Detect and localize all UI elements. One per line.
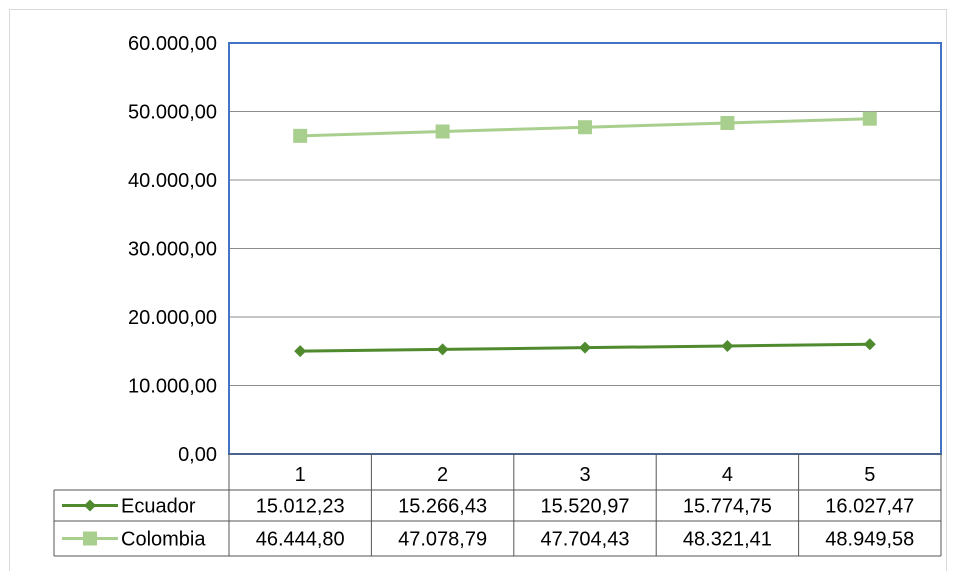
data-point [721, 339, 734, 352]
y-tick-label: 60.000,00 [128, 33, 217, 55]
data-point [578, 120, 592, 135]
data-point [436, 343, 449, 356]
chart-frame [9, 9, 947, 571]
y-tick-label: 10.000,00 [128, 376, 217, 398]
x-tick-label: 3 [579, 464, 590, 486]
y-tick-label: 30.000,00 [128, 239, 217, 261]
data-table-value: 48.321,41 [683, 529, 772, 551]
data-point [720, 115, 735, 130]
legend-label: Ecuador [121, 496, 196, 518]
data-table-value: 48.949,58 [825, 529, 914, 551]
data-table-value: 46.444,80 [256, 529, 345, 551]
data-point [293, 128, 308, 143]
legend-marker [83, 531, 97, 546]
data-table-value: 15.520,97 [541, 496, 630, 518]
legend-marker [84, 499, 96, 512]
x-tick-label: 2 [437, 464, 448, 486]
data-point [862, 111, 877, 126]
data-point [579, 341, 591, 354]
data-point [294, 345, 307, 358]
data-table-value: 15.012,23 [256, 496, 345, 518]
x-tick-label: 4 [722, 464, 733, 486]
data-table-value: 15.774,75 [683, 496, 772, 518]
y-tick-label: 0,00 [178, 444, 217, 466]
y-tick-label: 20.000,00 [128, 307, 217, 329]
x-tick-label: 5 [864, 464, 875, 486]
legend-label: Colombia [121, 529, 206, 551]
data-table-value: 47.704,43 [541, 529, 630, 551]
data-point [435, 124, 450, 139]
data-table-value: 16.027,47 [825, 496, 914, 518]
data-point [863, 338, 876, 351]
data-table-value: 15.266,43 [398, 496, 487, 518]
y-tick-label: 50.000,00 [128, 102, 217, 124]
data-table-value: 47.078,79 [398, 529, 487, 551]
x-tick-label: 1 [295, 464, 306, 486]
y-tick-label: 40.000,00 [128, 170, 217, 192]
